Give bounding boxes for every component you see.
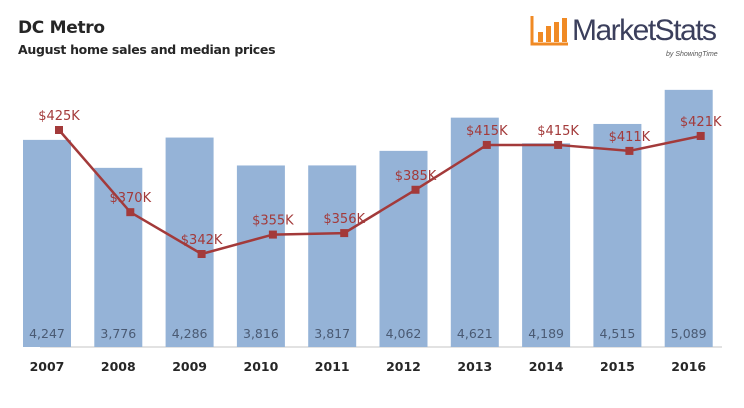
x-tick-label: 2012 [386, 359, 421, 374]
bar-value-label: 5,089 [671, 326, 707, 341]
bar-chart-logo-icon [530, 16, 568, 46]
price-data-label: $415K [466, 124, 508, 139]
x-tick-label: 2016 [671, 359, 706, 374]
bar-2007 [23, 139, 71, 347]
bar-2010 [236, 165, 285, 347]
price-marker-2015 [625, 146, 634, 155]
x-tick-label: 2010 [244, 359, 279, 374]
x-tick-label: 2014 [529, 359, 564, 374]
bar-2014 [522, 143, 571, 347]
bar-value-label: 3,816 [243, 326, 279, 341]
price-marker-2014 [554, 140, 563, 149]
price-marker-2009 [197, 250, 206, 259]
bar-2012 [379, 150, 428, 347]
price-marker-2013 [482, 140, 491, 149]
bar-value-label: 4,621 [457, 326, 493, 341]
logo-tagline: by ShowingTime [666, 51, 718, 58]
price-data-label: $385K [395, 169, 437, 184]
price-marker-2010 [268, 230, 277, 239]
x-tick-label: 2009 [172, 359, 207, 374]
chart-title: DC Metro [18, 18, 105, 38]
bar-value-label: 4,189 [528, 326, 564, 341]
price-data-label: $425K [38, 109, 80, 124]
logo-wordmark: MarketStats [572, 14, 717, 47]
price-data-label: $342K [181, 233, 223, 248]
price-data-label: $411K [609, 130, 651, 145]
x-tick-label: 2007 [30, 359, 65, 374]
price-marker-2007 [55, 126, 63, 134]
bar-2009 [165, 137, 214, 347]
bar-value-label: 4,062 [386, 326, 422, 341]
marketstats-logo: MarketStats by ShowingTime [530, 12, 730, 62]
x-tick-label: 2011 [315, 359, 350, 374]
x-tick-label: 2015 [600, 359, 635, 374]
price-marker-2011 [340, 229, 349, 238]
bar-value-label: 4,286 [172, 326, 208, 341]
x-tick-label: 2008 [101, 359, 136, 374]
price-data-label: $415K [537, 124, 579, 139]
price-data-label: $356K [323, 212, 365, 227]
price-data-label: $355K [252, 214, 294, 229]
bar-2015 [593, 123, 642, 347]
bar-2013 [450, 117, 499, 347]
bar-value-label: 4,247 [29, 326, 65, 341]
bar-value-label: 4,515 [600, 326, 636, 341]
bar-value-label: 3,817 [314, 326, 350, 341]
price-marker-2008 [126, 208, 135, 217]
chart-subtitle: August home sales and median prices [18, 42, 276, 57]
price-marker-2016 [696, 131, 705, 140]
price-data-label: $421K [680, 115, 722, 130]
x-tick-label: 2013 [457, 359, 492, 374]
price-marker-2012 [411, 185, 420, 194]
bar-value-label: 3,776 [100, 326, 136, 341]
median-price-line [58, 129, 701, 256]
bar-2011 [308, 165, 357, 347]
price-data-label: $370K [109, 191, 151, 206]
